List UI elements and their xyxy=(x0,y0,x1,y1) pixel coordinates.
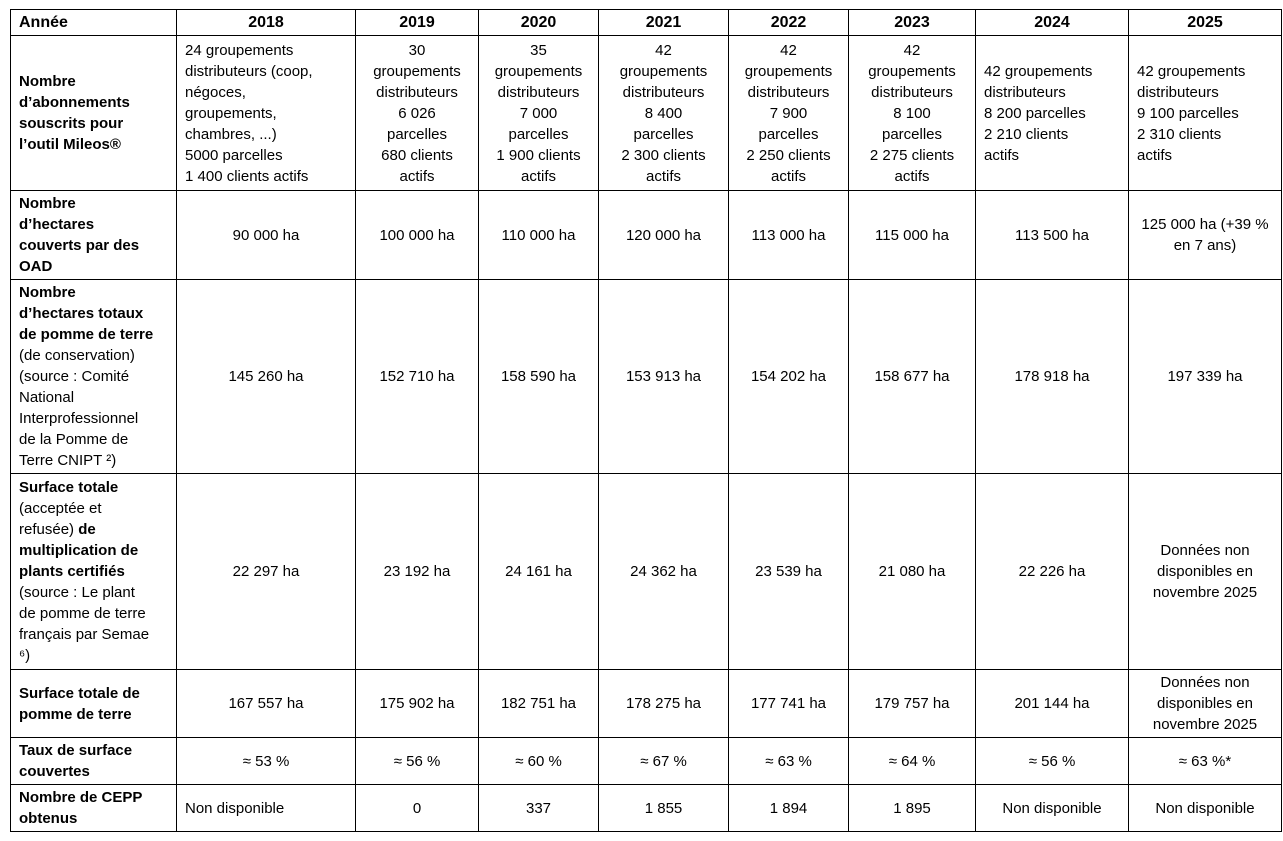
value-cell: 337 xyxy=(478,784,599,832)
value-cell: 23 192 ha xyxy=(355,473,479,670)
row-label: Taux de surface couvertes xyxy=(10,737,177,785)
value-cell: ≈ 64 % xyxy=(848,737,976,785)
year-header: 2020 xyxy=(478,9,599,36)
row-label-text-bold: Surface totale xyxy=(19,479,119,496)
row-abonnements-mileos: Nombre d’abonnements souscrits pour l’ou… xyxy=(10,35,1282,191)
value-cell: 158 590 ha xyxy=(478,279,599,474)
value-cell: Données non disponibles en novembre 2025 xyxy=(1128,669,1282,738)
row-label: Nombre d’abonnements souscrits pour l’ou… xyxy=(10,35,177,191)
value-cell: 115 000 ha xyxy=(848,190,976,280)
value-cell: 24 362 ha xyxy=(598,473,729,670)
row-label: Nombre d’hectares totaux de pomme de ter… xyxy=(10,279,177,474)
value-cell: 100 000 ha xyxy=(355,190,479,280)
year-header: 2025 xyxy=(1128,9,1282,36)
row-label: Surface totale de pomme de terre xyxy=(10,669,177,738)
value-cell: 110 000 ha xyxy=(478,190,599,280)
value-cell: 42 groupements distributeurs 8 200 parce… xyxy=(975,35,1129,191)
row-label: Nombre d’hectares couverts par des OAD xyxy=(10,190,177,280)
year-header: 2024 xyxy=(975,9,1129,36)
value-cell: ≈ 63 %* xyxy=(1128,737,1282,785)
value-cell: 42 groupements distributeurs 8 100 parce… xyxy=(848,35,976,191)
value-cell: 158 677 ha xyxy=(848,279,976,474)
data-table: Année 2018 2019 2020 2021 2022 2023 2024… xyxy=(10,9,1282,832)
value-cell: 152 710 ha xyxy=(355,279,479,474)
value-cell: 125 000 ha (+39 % en 7 ans) xyxy=(1128,190,1282,280)
row-surface-multiplication: Surface totale (acceptée et refusée) de … xyxy=(10,473,1282,670)
row-taux-surface: Taux de surface couvertes ≈ 53 % ≈ 56 % … xyxy=(10,737,1282,785)
value-cell: 113 500 ha xyxy=(975,190,1129,280)
value-cell: Non disponible xyxy=(176,784,356,832)
value-cell: ≈ 60 % xyxy=(478,737,599,785)
value-cell: 42 groupements distributeurs 7 900 parce… xyxy=(728,35,849,191)
year-header: 2018 xyxy=(176,9,356,36)
row-label-text-normal: (source : Le plant de pomme de terre fra… xyxy=(19,584,150,664)
value-cell: 201 144 ha xyxy=(975,669,1129,738)
value-cell: 178 918 ha xyxy=(975,279,1129,474)
row-label-text-normal: (de conservation) (source : Comité Natio… xyxy=(19,347,139,469)
value-cell: Non disponible xyxy=(1128,784,1282,832)
year-header: 2022 xyxy=(728,9,849,36)
value-cell: 42 groupements distributeurs 9 100 parce… xyxy=(1128,35,1282,191)
value-cell: 1 895 xyxy=(848,784,976,832)
value-cell: 1 855 xyxy=(598,784,729,832)
value-cell: ≈ 63 % xyxy=(728,737,849,785)
value-cell: 197 339 ha xyxy=(1128,279,1282,474)
value-cell: ≈ 56 % xyxy=(975,737,1129,785)
value-cell: 182 751 ha xyxy=(478,669,599,738)
row-label-text-bold: de multiplication de plants certifiés xyxy=(19,521,139,580)
row-label-text: Nombre d’abonnements souscrits pour l’ou… xyxy=(19,73,130,153)
year-header: 2019 xyxy=(355,9,479,36)
value-cell: 24 161 ha xyxy=(478,473,599,670)
value-cell: 120 000 ha xyxy=(598,190,729,280)
value-cell: 35 groupements distributeurs 7 000 parce… xyxy=(478,35,599,191)
value-cell: 30 groupements distributeurs 6 026 parce… xyxy=(355,35,479,191)
value-cell: Non disponible xyxy=(975,784,1129,832)
value-cell: 177 741 ha xyxy=(728,669,849,738)
value-cell: 22 226 ha xyxy=(975,473,1129,670)
value-cell: 167 557 ha xyxy=(176,669,356,738)
value-cell: ≈ 67 % xyxy=(598,737,729,785)
row-label-text-normal: (acceptée et refusée) xyxy=(19,500,102,538)
value-cell: 22 297 ha xyxy=(176,473,356,670)
row-label: Surface totale (acceptée et refusée) de … xyxy=(10,473,177,670)
row-label-text: Nombre d’hectares couverts par des OAD xyxy=(19,195,140,275)
value-cell: 153 913 ha xyxy=(598,279,729,474)
value-cell: 0 xyxy=(355,784,479,832)
row-cepp: Nombre de CEPP obtenus Non disponible 0 … xyxy=(10,784,1282,832)
value-cell: 90 000 ha xyxy=(176,190,356,280)
row-label-text: Taux de surface couvertes xyxy=(19,742,133,780)
row-hectares-couverts-oad: Nombre d’hectares couverts par des OAD 9… xyxy=(10,190,1282,280)
year-header: 2021 xyxy=(598,9,729,36)
value-cell: 21 080 ha xyxy=(848,473,976,670)
row-label-text: Surface totale de pomme de terre xyxy=(19,684,140,723)
value-cell: 113 000 ha xyxy=(728,190,849,280)
row-label-text: Nombre de CEPP obtenus xyxy=(19,789,143,827)
value-cell: 42 groupements distributeurs 8 400 parce… xyxy=(598,35,729,191)
value-cell: 1 894 xyxy=(728,784,849,832)
value-cell: 179 757 ha xyxy=(848,669,976,738)
value-cell: 154 202 ha xyxy=(728,279,849,474)
value-cell: 23 539 ha xyxy=(728,473,849,670)
row-label: Nombre de CEPP obtenus xyxy=(10,784,177,832)
value-cell: ≈ 56 % xyxy=(355,737,479,785)
header-annee: Année xyxy=(10,9,177,36)
row-hectares-totaux: Nombre d’hectares totaux de pomme de ter… xyxy=(10,279,1282,474)
value-cell: 175 902 ha xyxy=(355,669,479,738)
row-surface-totale: Surface totale de pomme de terre 167 557… xyxy=(10,669,1282,738)
value-cell: 24 groupements distributeurs (coop, négo… xyxy=(176,35,356,191)
header-row: Année 2018 2019 2020 2021 2022 2023 2024… xyxy=(10,9,1282,36)
value-cell: 145 260 ha xyxy=(176,279,356,474)
value-cell: Données non disponibles en novembre 2025 xyxy=(1128,473,1282,670)
year-header: 2023 xyxy=(848,9,976,36)
value-cell: 178 275 ha xyxy=(598,669,729,738)
row-label-text-bold: Nombre d’hectares totaux de pomme de ter… xyxy=(19,284,154,343)
value-cell: ≈ 53 % xyxy=(176,737,356,785)
